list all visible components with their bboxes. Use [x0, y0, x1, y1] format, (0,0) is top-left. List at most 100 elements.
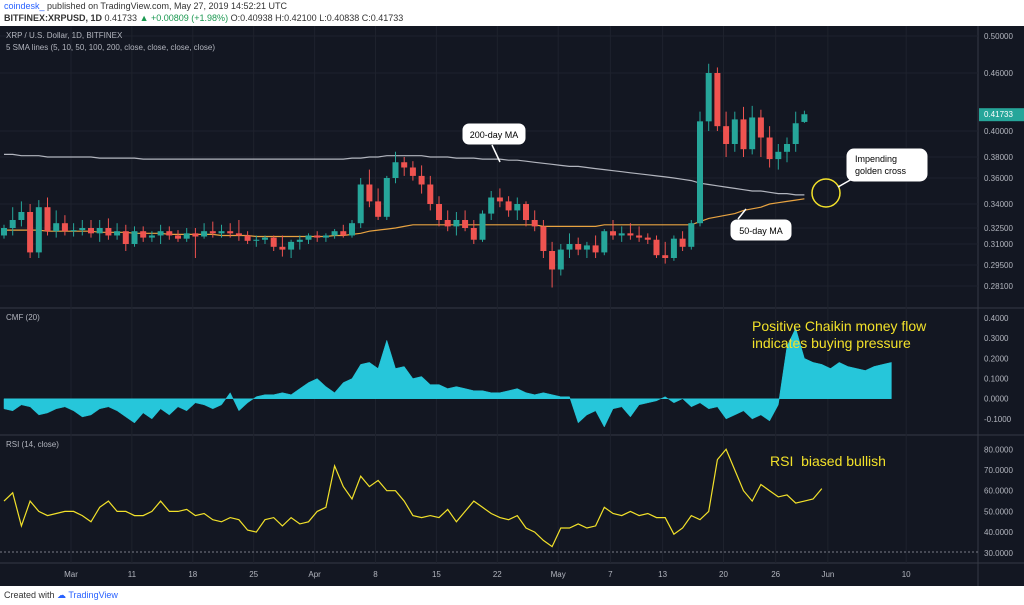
- candle: [514, 197, 521, 220]
- price-tick-label: 0.46000: [984, 69, 1013, 78]
- candle: [322, 233, 329, 242]
- candle: [70, 223, 77, 237]
- candle: [784, 137, 790, 163]
- candle: [714, 67, 721, 131]
- candle: [140, 226, 147, 242]
- chart-area[interactable]: 0.50000 0.46000 0.40000 0.38000 0.36000 0.340…: [0, 26, 1024, 586]
- candle: [644, 233, 651, 244]
- chart-svg[interactable]: 0.50000 0.46000 0.40000 0.38000 0.36000 0.340…: [0, 26, 1024, 586]
- time-tick-label: 7: [608, 570, 613, 579]
- candle: [801, 110, 808, 123]
- tradingview-brand[interactable]: TradingView: [68, 590, 118, 600]
- candle: [505, 196, 512, 217]
- candle: [270, 235, 277, 251]
- candle: [79, 220, 86, 236]
- close-value: C:0.41733: [361, 13, 404, 23]
- candle: [244, 231, 251, 244]
- candle: [731, 111, 738, 152]
- cmf-tick-label: 0.4000: [984, 314, 1009, 323]
- open-value: O:0.40938: [230, 13, 273, 23]
- time-tick-label: 18: [188, 570, 197, 579]
- candle: [314, 231, 321, 242]
- candle: [453, 212, 460, 236]
- time-tick-label: May: [551, 570, 566, 579]
- candle: [688, 220, 695, 250]
- candle: [96, 220, 103, 242]
- rsi-tick-label: 30.0000: [984, 549, 1013, 558]
- candle: [427, 175, 434, 211]
- candle: [697, 111, 703, 227]
- low-value: L:0.40838: [319, 13, 360, 23]
- cmf-annotation-line2: indicates buying pressure: [752, 335, 911, 351]
- candle: [296, 235, 303, 250]
- candle: [122, 224, 129, 251]
- high-value: H:0.42100: [275, 13, 317, 23]
- candle: [470, 220, 477, 244]
- rsi-tick-label: 70.0000: [984, 466, 1013, 475]
- candle: [235, 220, 242, 241]
- candle: [53, 210, 60, 238]
- candle: [523, 201, 529, 227]
- candle: [670, 235, 677, 261]
- candle: [9, 207, 16, 236]
- price-tick-label: 0.36000: [984, 174, 1013, 183]
- cmf-annotation-line1: Positive Chaikin money flow: [752, 318, 927, 334]
- rsi-tick-label: 50.0000: [984, 507, 1013, 516]
- candle: [114, 223, 121, 240]
- time-tick-label: 11: [128, 570, 137, 579]
- created-with: Created with ☁ TradingView: [4, 590, 118, 601]
- price-tick-label: 0.28100: [984, 282, 1013, 291]
- price-tick-label: 0.34000: [984, 200, 1013, 209]
- candle: [201, 223, 208, 239]
- created-label: Created with: [4, 590, 55, 600]
- candle: [253, 235, 260, 247]
- golden-cross-line1: Impending: [855, 154, 897, 164]
- candle: [35, 200, 42, 258]
- candle: [679, 231, 686, 251]
- candle: [357, 178, 364, 228]
- cmf-area: [3, 327, 892, 428]
- cmf-tick-label: 0.2000: [984, 354, 1009, 363]
- candle: [592, 235, 599, 258]
- candle: [305, 233, 312, 244]
- cmf-pane-title: CMF (20): [6, 313, 40, 322]
- candle: [227, 223, 234, 238]
- main-pane-title: XRP / U.S. Dollar, 1D, BITFINEX: [6, 31, 123, 40]
- candle: [436, 196, 442, 227]
- time-tick-label: 25: [249, 570, 258, 579]
- author-link[interactable]: coindesk_: [4, 1, 45, 11]
- candle: [331, 229, 338, 239]
- last-value: 0.41733: [104, 13, 138, 23]
- candle: [757, 109, 764, 157]
- candle: [610, 220, 616, 240]
- time-tick-label: 8: [373, 570, 378, 579]
- candle: [792, 111, 799, 152]
- candle: [766, 126, 773, 168]
- time-tick-label: 13: [658, 570, 667, 579]
- time-tick-label: 15: [432, 570, 441, 579]
- candle: [566, 233, 573, 258]
- ma50-label: 50-day MA: [739, 226, 783, 236]
- change-value: ▲ +0.00809 (+1.98%): [139, 13, 229, 23]
- candle: [409, 161, 416, 181]
- ma50-callout: 50-day MA: [729, 208, 793, 242]
- candle: [383, 175, 390, 220]
- candle: [401, 157, 408, 176]
- cmf-tick-label: 0.0000: [984, 395, 1009, 404]
- symbol-line: BITFINEX:XRPUSD, 1D 0.41733 ▲ +0.00809 (…: [4, 13, 403, 23]
- golden-cross-line2: golden cross: [855, 166, 907, 176]
- time-tick-label: 22: [493, 570, 502, 579]
- candle: [18, 201, 25, 227]
- candle: [583, 241, 590, 258]
- candle: [262, 235, 268, 244]
- price-tick-label: 0.40000: [984, 127, 1013, 136]
- rsi-line: [3, 448, 823, 548]
- chart-header: coindesk_ published on TradingView.com, …: [0, 0, 1024, 26]
- candle: [636, 226, 643, 242]
- ma200-callout: 200-day MA: [461, 122, 527, 163]
- cmf-tick-label: -0.1000: [984, 415, 1012, 424]
- candle: [723, 111, 730, 157]
- candle: [575, 237, 582, 256]
- candle: [366, 169, 373, 208]
- tradingview-logo-icon: ☁: [57, 590, 67, 600]
